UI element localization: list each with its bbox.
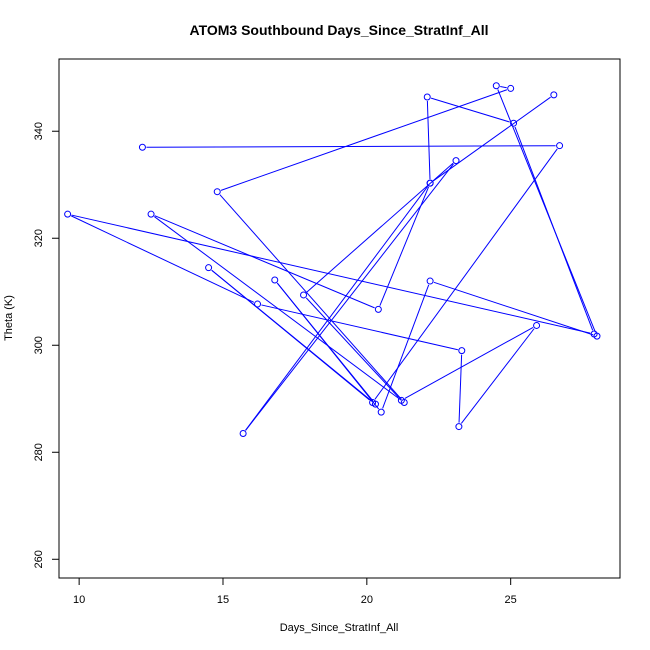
series-segment <box>460 328 535 424</box>
data-point <box>205 264 213 272</box>
series-segment <box>306 162 454 293</box>
series-points <box>64 82 601 438</box>
data-point <box>371 400 379 408</box>
data-point <box>64 210 72 218</box>
series-segment <box>220 89 508 191</box>
data-point <box>271 276 279 284</box>
y-tick-label: 260 <box>33 550 45 568</box>
data-point <box>590 330 598 338</box>
data-point <box>147 210 155 218</box>
data-point <box>492 82 500 90</box>
series-segment <box>514 126 594 331</box>
data-point <box>507 84 515 92</box>
y-tick-label: 300 <box>33 336 45 354</box>
data-point <box>533 321 541 329</box>
data-point <box>254 300 262 308</box>
x-axis-label: Days_Since_StratInf_All <box>280 622 399 634</box>
series-segment <box>71 215 255 303</box>
series-segment <box>433 281 594 336</box>
data-point <box>377 408 385 416</box>
series-segment <box>404 326 534 399</box>
data-point <box>455 423 463 431</box>
data-point <box>458 347 466 355</box>
series-segment <box>382 284 430 409</box>
x-tick-label: 20 <box>361 594 373 606</box>
series-segment <box>426 100 431 180</box>
data-point <box>550 91 558 99</box>
y-tick-label: 340 <box>33 122 45 140</box>
series-segment <box>430 97 510 123</box>
x-tick-label: 25 <box>505 594 517 606</box>
series-segment <box>458 354 463 423</box>
data-point <box>510 119 518 127</box>
series-segment <box>245 163 454 431</box>
series-segment <box>146 145 556 148</box>
data-point <box>556 142 564 150</box>
series-lines <box>71 85 596 431</box>
plot-frame <box>58 58 621 579</box>
series-segment <box>305 297 399 398</box>
y-tick-label: 280 <box>33 443 45 461</box>
data-point <box>138 143 146 151</box>
data-point <box>426 179 434 187</box>
series-segment <box>433 96 551 182</box>
data-point <box>239 430 247 438</box>
series-segment <box>71 214 591 334</box>
y-tick-label: 320 <box>33 229 45 247</box>
data-point <box>213 188 221 196</box>
series-segment <box>374 148 558 400</box>
x-tick-label: 15 <box>217 594 229 606</box>
y-axis: 260 280 300 320 340 <box>33 122 59 568</box>
series-segment <box>261 304 458 351</box>
data-point <box>374 305 382 313</box>
series-segment <box>154 215 375 309</box>
data-point <box>426 277 434 285</box>
series-segment <box>219 194 402 400</box>
data-point <box>423 93 431 101</box>
x-tick-label: 10 <box>73 594 85 606</box>
y-axis-label: Theta (K) <box>3 295 15 341</box>
data-point <box>397 396 405 404</box>
series-segment <box>245 186 429 431</box>
series-segment <box>211 269 373 402</box>
data-point <box>300 291 308 299</box>
data-point <box>452 157 460 165</box>
chart-title: ATOM3 Southbound Days_Since_StratInf_All <box>190 22 489 38</box>
series-segment <box>500 85 507 89</box>
x-axis: 10 15 20 25 <box>73 578 517 606</box>
